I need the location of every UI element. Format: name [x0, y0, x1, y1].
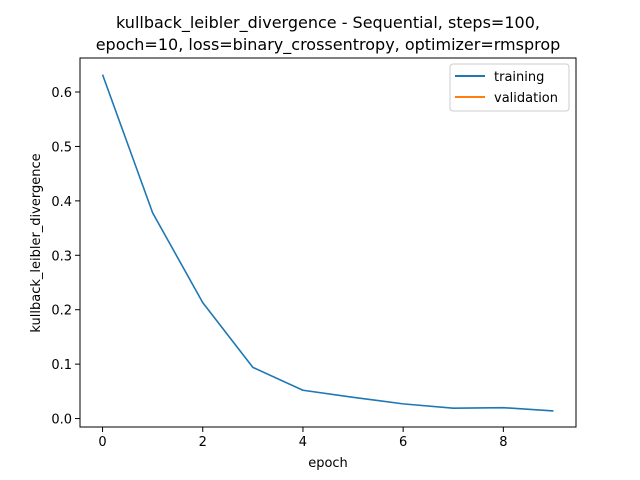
x-tick-label: 8 [499, 435, 507, 450]
x-tick-label: 6 [399, 435, 407, 450]
x-tick-label: 4 [299, 435, 307, 450]
y-tick-label: 0.0 [51, 413, 72, 428]
y-tick-label: 0.4 [51, 195, 72, 210]
legend: training validation [449, 63, 570, 112]
plot-area-frame [79, 57, 577, 428]
y-tick-label: 0.5 [51, 140, 72, 155]
series-line-training [101, 74, 554, 412]
y-axis-label: kullback_leibler_divergence [29, 153, 44, 332]
x-tick-label: 2 [199, 435, 207, 450]
x-axis-ticks: 0 2 4 6 8 [98, 427, 507, 450]
x-axis-label: epoch [308, 456, 348, 471]
series-layer [101, 74, 554, 412]
legend-label-validation: validation [494, 91, 558, 106]
x-tick-label: 0 [98, 435, 106, 450]
chart-title-line-2: epoch=10, loss=binary_crossentropy, opti… [96, 35, 561, 55]
y-tick-label: 0.6 [51, 86, 72, 101]
chart-title-line-1: kullback_leibler_divergence - Sequential… [116, 13, 540, 33]
y-tick-label: 0.2 [51, 304, 72, 319]
y-tick-label: 0.1 [51, 358, 72, 373]
y-axis-ticks: 0.0 0.1 0.2 0.3 0.4 0.5 0.6 [51, 86, 80, 428]
legend-label-training: training [494, 70, 544, 85]
y-tick-label: 0.3 [51, 249, 72, 264]
